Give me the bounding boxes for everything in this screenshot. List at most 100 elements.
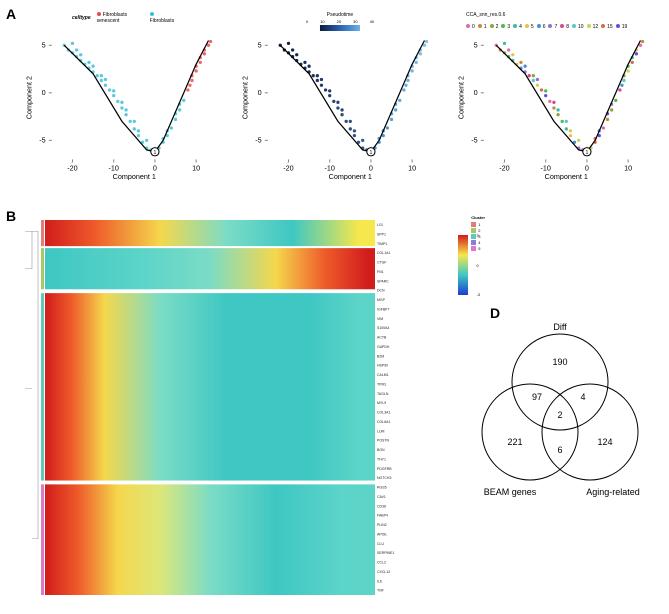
svg-text:B2M: B2M bbox=[377, 354, 384, 358]
svg-text:TAGLN: TAGLN bbox=[377, 392, 389, 396]
legend-clusters: CCA_snn_res.0.6 01234567810121519 bbox=[466, 12, 646, 30]
heatmap: LGI SPP1 TIMP1 COL1A1 CTGF FN1 SPARC DCN MGP IGFB… bbox=[20, 215, 440, 600]
scatter-clusters: CCA_snn_res.0.6 01234567810121519 -20-10… bbox=[452, 10, 660, 180]
svg-text:LGI: LGI bbox=[377, 223, 383, 227]
svg-text:VIM: VIM bbox=[377, 317, 383, 321]
svg-text:5: 5 bbox=[474, 40, 478, 49]
svg-text:CAV1: CAV1 bbox=[377, 495, 386, 499]
svg-text:COL1A1: COL1A1 bbox=[377, 251, 390, 255]
svg-text:BGN: BGN bbox=[377, 448, 385, 452]
svg-text:CTGF: CTGF bbox=[377, 261, 387, 265]
svg-text:Component 1: Component 1 bbox=[113, 172, 156, 180]
svg-text:FN1: FN1 bbox=[377, 270, 384, 274]
venn-n-da: 4 bbox=[580, 392, 585, 402]
svg-text:-5: -5 bbox=[255, 135, 261, 144]
svg-text:CALM1: CALM1 bbox=[377, 373, 389, 377]
venn-n-all: 2 bbox=[557, 410, 562, 420]
svg-text:PLIN2: PLIN2 bbox=[377, 523, 387, 527]
legend-item: Fibroblasts senescent bbox=[97, 12, 144, 24]
svg-text:-5: -5 bbox=[39, 135, 45, 144]
scatter-pseudotime: Pseudotime 010203040 -20-10010-505Compon… bbox=[236, 10, 444, 180]
legend-pseudotime: Pseudotime 010203040 bbox=[306, 12, 374, 31]
svg-text:S100A4: S100A4 bbox=[377, 326, 390, 330]
panel-label-d: D bbox=[490, 305, 500, 321]
svg-text:NOTCH3: NOTCH3 bbox=[377, 476, 391, 480]
svg-text:SPARC: SPARC bbox=[377, 279, 389, 283]
venn-n-beam: 221 bbox=[507, 437, 522, 447]
svg-text:0: 0 bbox=[42, 88, 46, 97]
svg-text:CD36: CD36 bbox=[377, 504, 386, 508]
svg-text:Component 2: Component 2 bbox=[240, 76, 249, 119]
svg-text:0: 0 bbox=[258, 88, 262, 97]
svg-text:FABP4: FABP4 bbox=[377, 514, 388, 518]
svg-text:TNF: TNF bbox=[377, 589, 384, 593]
svg-text:IGFBP7: IGFBP7 bbox=[377, 307, 390, 311]
svg-text:-5: -5 bbox=[471, 135, 477, 144]
legend-item: Fibroblasts bbox=[150, 12, 176, 24]
legend-title: celltype bbox=[72, 15, 91, 21]
svg-text:Component 2: Component 2 bbox=[24, 76, 33, 119]
svg-text:-20: -20 bbox=[499, 164, 509, 173]
svg-text:HSP90: HSP90 bbox=[377, 364, 388, 368]
svg-text:0: 0 bbox=[474, 88, 478, 97]
svg-text:TIMP1: TIMP1 bbox=[377, 242, 387, 246]
svg-text:GAPDH: GAPDH bbox=[377, 345, 390, 349]
venn-circle-beam bbox=[482, 384, 578, 480]
svg-text:DCN: DCN bbox=[377, 289, 385, 293]
venn-label-beam: BEAM genes bbox=[484, 487, 537, 497]
svg-text:CXCL12: CXCL12 bbox=[377, 570, 390, 574]
svg-text:5: 5 bbox=[258, 40, 262, 49]
svg-text:Component 1: Component 1 bbox=[545, 172, 588, 180]
svg-text:1: 1 bbox=[585, 150, 588, 156]
svg-text:-20: -20 bbox=[283, 164, 293, 173]
svg-text:THY1: THY1 bbox=[377, 457, 386, 461]
svg-text:COL3A1: COL3A1 bbox=[377, 411, 390, 415]
svg-text:10: 10 bbox=[192, 164, 200, 173]
venn-n-db: 97 bbox=[532, 392, 542, 402]
scatter-svg-3: -20-10010-505Component 1Component 21 bbox=[452, 10, 660, 180]
scatter-row: celltype Fibroblasts senescent Fibroblas… bbox=[20, 10, 660, 180]
svg-text:10: 10 bbox=[624, 164, 632, 173]
venn-n-diff: 190 bbox=[552, 357, 567, 367]
svg-text:CLU: CLU bbox=[377, 542, 384, 546]
cluster-legend-items: 01234567810121519 bbox=[466, 24, 627, 30]
svg-text:10: 10 bbox=[408, 164, 416, 173]
svg-text:SERPINE1: SERPINE1 bbox=[377, 551, 394, 555]
scatter-svg-1: -20-10010-505Component 1Component 21 bbox=[20, 10, 228, 180]
svg-text:TPM1: TPM1 bbox=[377, 382, 386, 386]
venn-svg: Diff BEAM genes Aging-related 190 221 12… bbox=[465, 320, 655, 510]
panel-label-b: B bbox=[6, 208, 16, 224]
svg-text:1: 1 bbox=[153, 150, 156, 156]
svg-text:Component 1: Component 1 bbox=[329, 172, 372, 180]
svg-text:ACTB: ACTB bbox=[377, 336, 387, 340]
pseudotime-colorbar bbox=[320, 25, 360, 31]
legend-celltype: celltype Fibroblasts senescent Fibroblas… bbox=[72, 12, 176, 24]
scatter-celltype: celltype Fibroblasts senescent Fibroblas… bbox=[20, 10, 228, 180]
venn-label-aging: Aging-related bbox=[586, 487, 640, 497]
legend-title: Pseudotime bbox=[327, 12, 353, 18]
legend-title: CCA_snn_res.0.6 bbox=[466, 12, 505, 18]
heatmap-svg: LGI SPP1 TIMP1 COL1A1 CTGF FN1 SPARC DCN MGP IGFB… bbox=[20, 215, 440, 600]
venn-n-aging: 124 bbox=[597, 437, 612, 447]
svg-text:Component 2: Component 2 bbox=[456, 76, 465, 119]
venn-circle-aging bbox=[542, 384, 638, 480]
svg-text:-20: -20 bbox=[67, 164, 77, 173]
svg-text:APOE: APOE bbox=[377, 532, 387, 536]
svg-text:CCL2: CCL2 bbox=[377, 561, 386, 565]
svg-text:PDGFRB: PDGFRB bbox=[377, 467, 392, 471]
svg-text:RGS5: RGS5 bbox=[377, 486, 387, 490]
venn-n-ba: 6 bbox=[557, 445, 562, 455]
svg-text:MGP: MGP bbox=[377, 298, 386, 302]
cluster-legend: Cluster 12345 bbox=[471, 215, 485, 252]
svg-text:SPP1: SPP1 bbox=[377, 232, 386, 236]
heatmap-colorbar bbox=[458, 235, 468, 295]
svg-text:MYL9: MYL9 bbox=[377, 401, 386, 405]
scatter-svg-2: -20-10010-505Component 1Component 21 bbox=[236, 10, 444, 180]
svg-text:IL6: IL6 bbox=[377, 579, 382, 583]
svg-text:COL6A1: COL6A1 bbox=[377, 420, 390, 424]
svg-text:POSTN: POSTN bbox=[377, 439, 390, 443]
venn-label-diff: Diff bbox=[553, 322, 567, 332]
svg-text:5: 5 bbox=[42, 40, 46, 49]
svg-text:LUM: LUM bbox=[377, 429, 384, 433]
panel-label-a: A bbox=[6, 6, 16, 22]
